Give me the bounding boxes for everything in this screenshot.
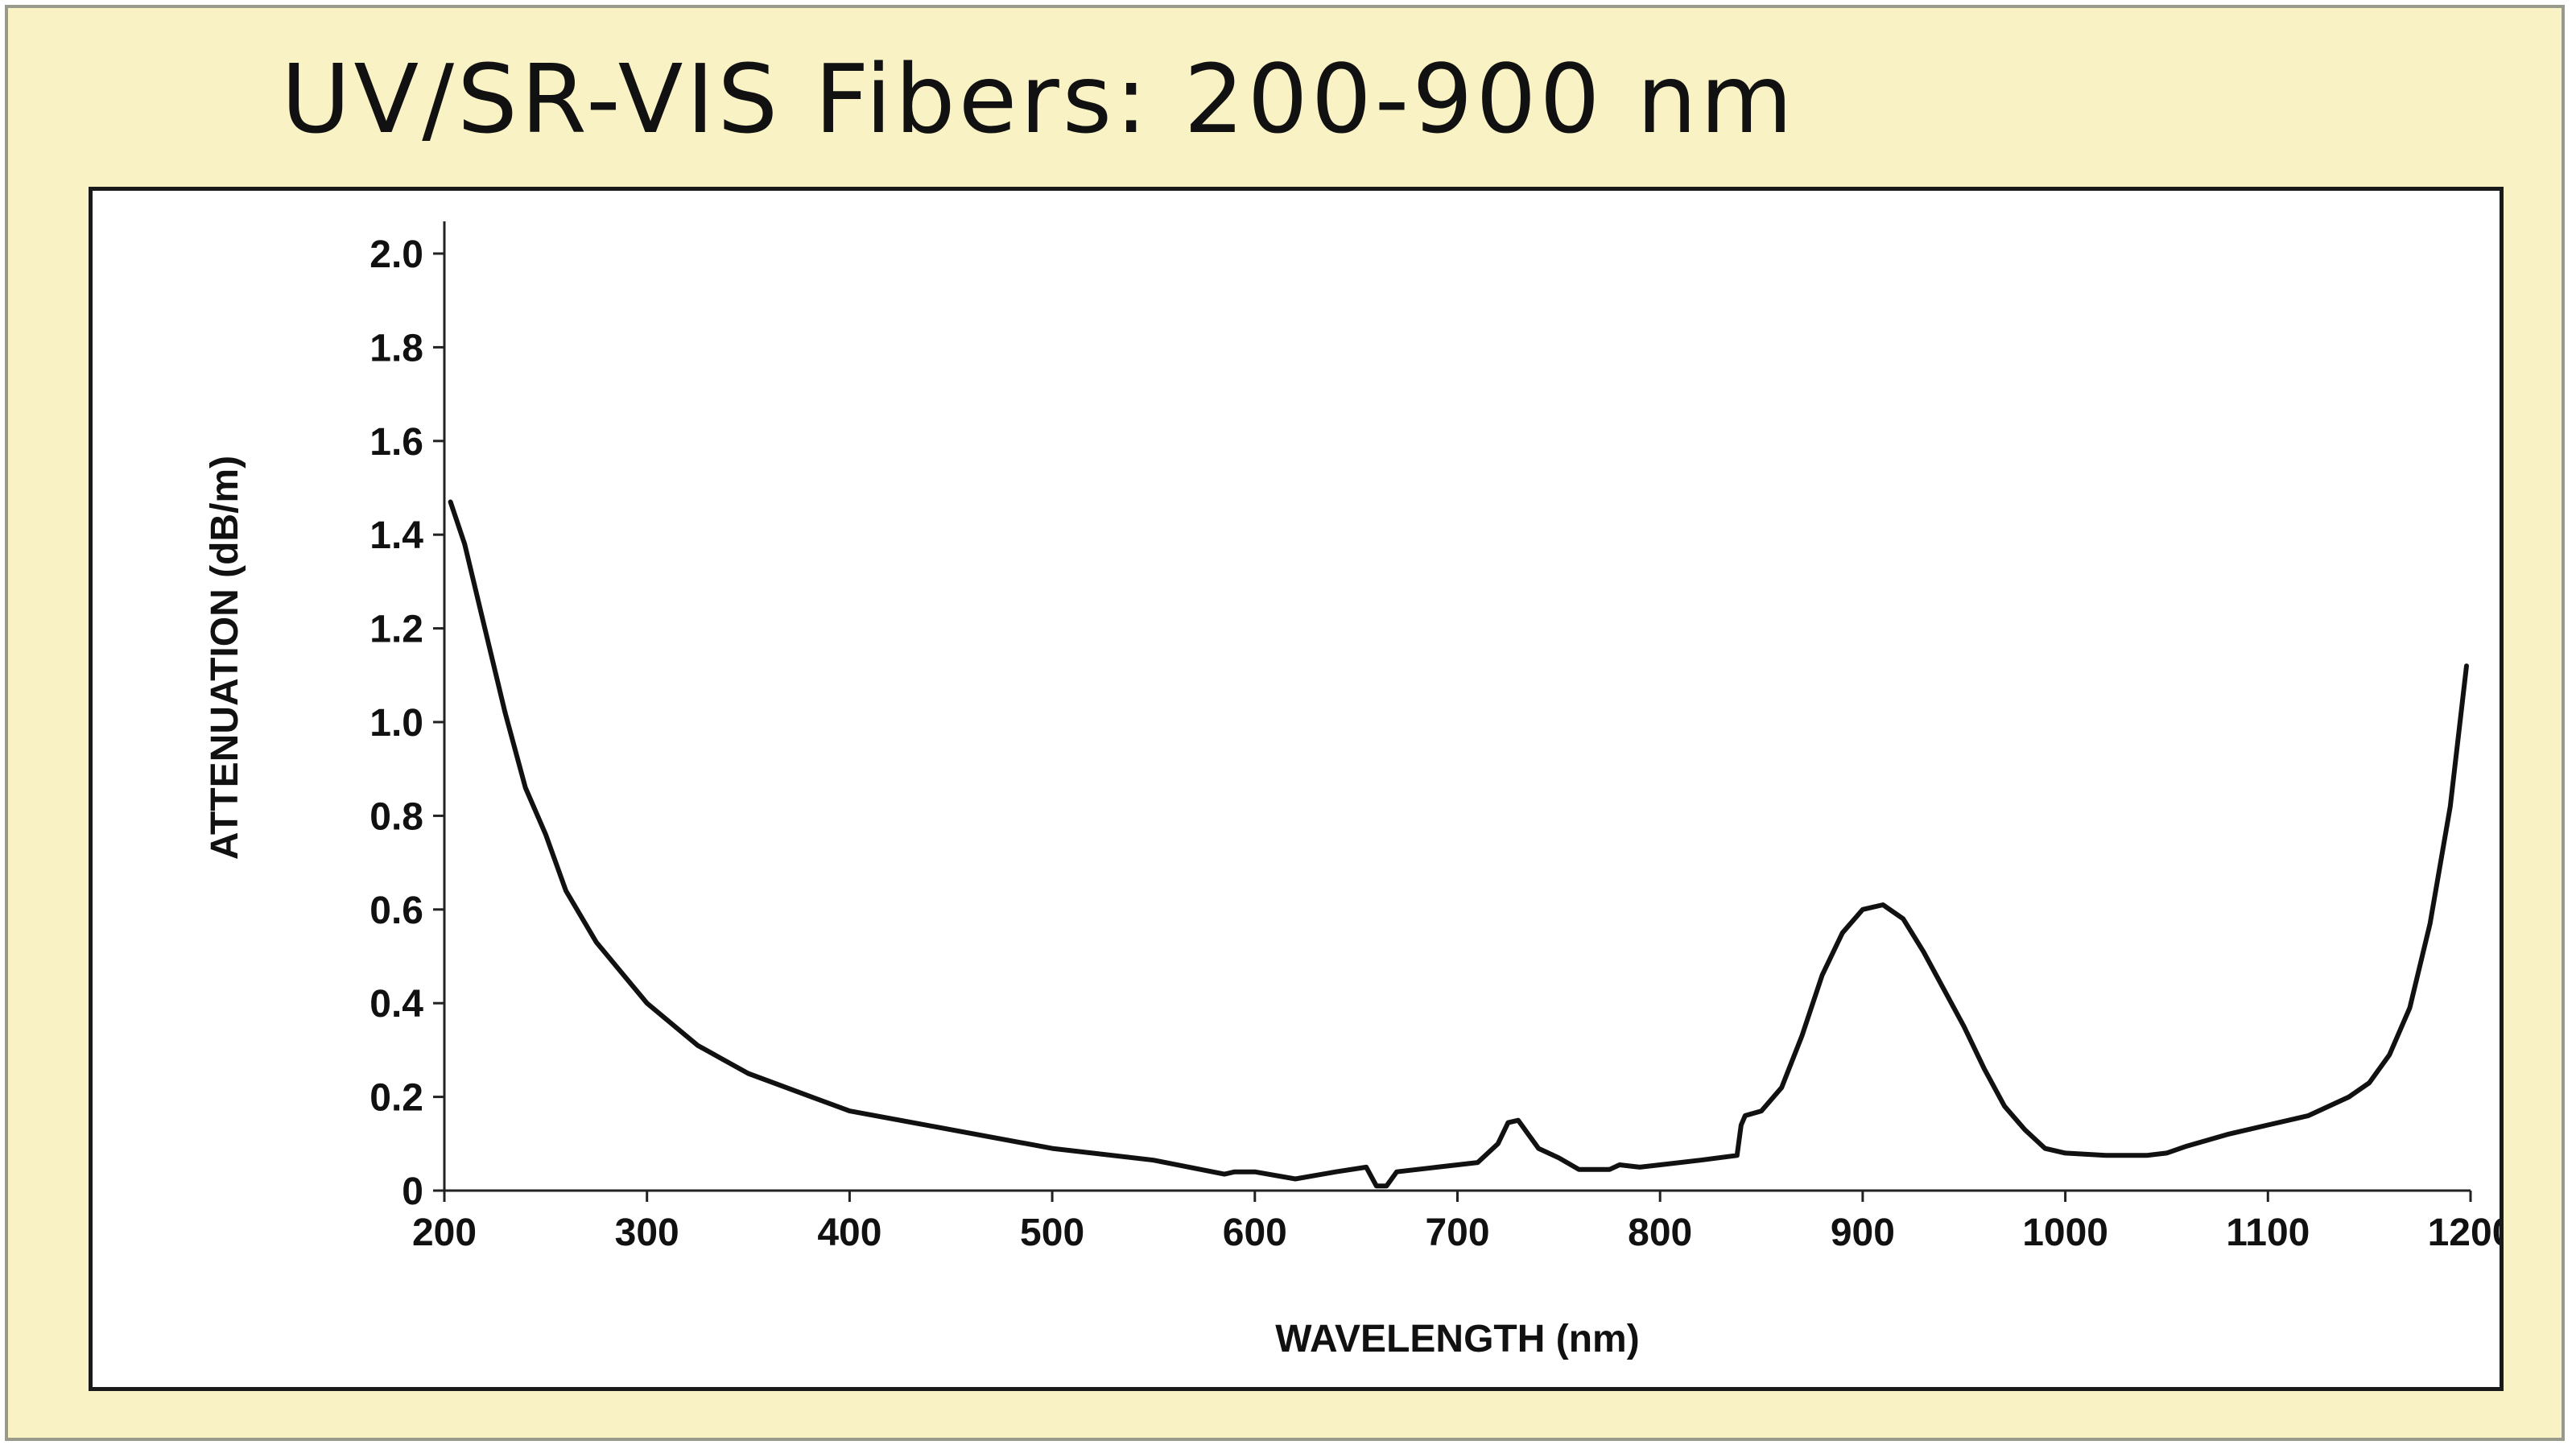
y-tick-label: 0.2 <box>369 1077 423 1120</box>
x-tick-label: 700 <box>1425 1212 1489 1254</box>
x-tick-label: 500 <box>1020 1212 1084 1254</box>
y-tick-label: 1.8 <box>369 327 423 369</box>
x-tick-label: 200 <box>412 1212 477 1254</box>
x-tick-label: 1100 <box>2226 1212 2310 1254</box>
series-line-0 <box>448 499 2469 1189</box>
y-tick-label: 1.2 <box>369 609 423 651</box>
axes <box>443 221 2471 1192</box>
y-tick-label: 1.4 <box>369 514 423 557</box>
y-tick-label: 0.6 <box>369 890 423 932</box>
x-tick-label: 1000 <box>2022 1212 2108 1254</box>
chart-title: UV/SR-VIS Fibers: 200-900 nm <box>281 43 1796 155</box>
y-tick-label: 2.0 <box>369 233 423 276</box>
x-tick-label: 600 <box>1223 1212 1287 1254</box>
x-axis-label: WAVELENGTH (nm) <box>1275 1318 1639 1360</box>
figure-frame: UV/SR-VIS Fibers: 200-900 nm 200 300 400 50… <box>5 5 2565 1441</box>
x-tick-label: 300 <box>615 1212 679 1254</box>
series-layer <box>448 499 2469 1189</box>
y-tick-label: 0 <box>402 1170 423 1213</box>
x-tick-label: 900 <box>1831 1212 1895 1254</box>
y-tick-label: 1.6 <box>369 421 423 464</box>
y-tick-label: 0.4 <box>369 983 423 1026</box>
y-tick-label: 0.8 <box>369 795 423 838</box>
y-axis-label: ATTENUATION (dB/m) <box>204 456 246 860</box>
x-tick-label: 400 <box>817 1212 881 1254</box>
x-tick-label: 800 <box>1628 1212 1692 1254</box>
y-tick-label: 1.0 <box>369 702 423 745</box>
